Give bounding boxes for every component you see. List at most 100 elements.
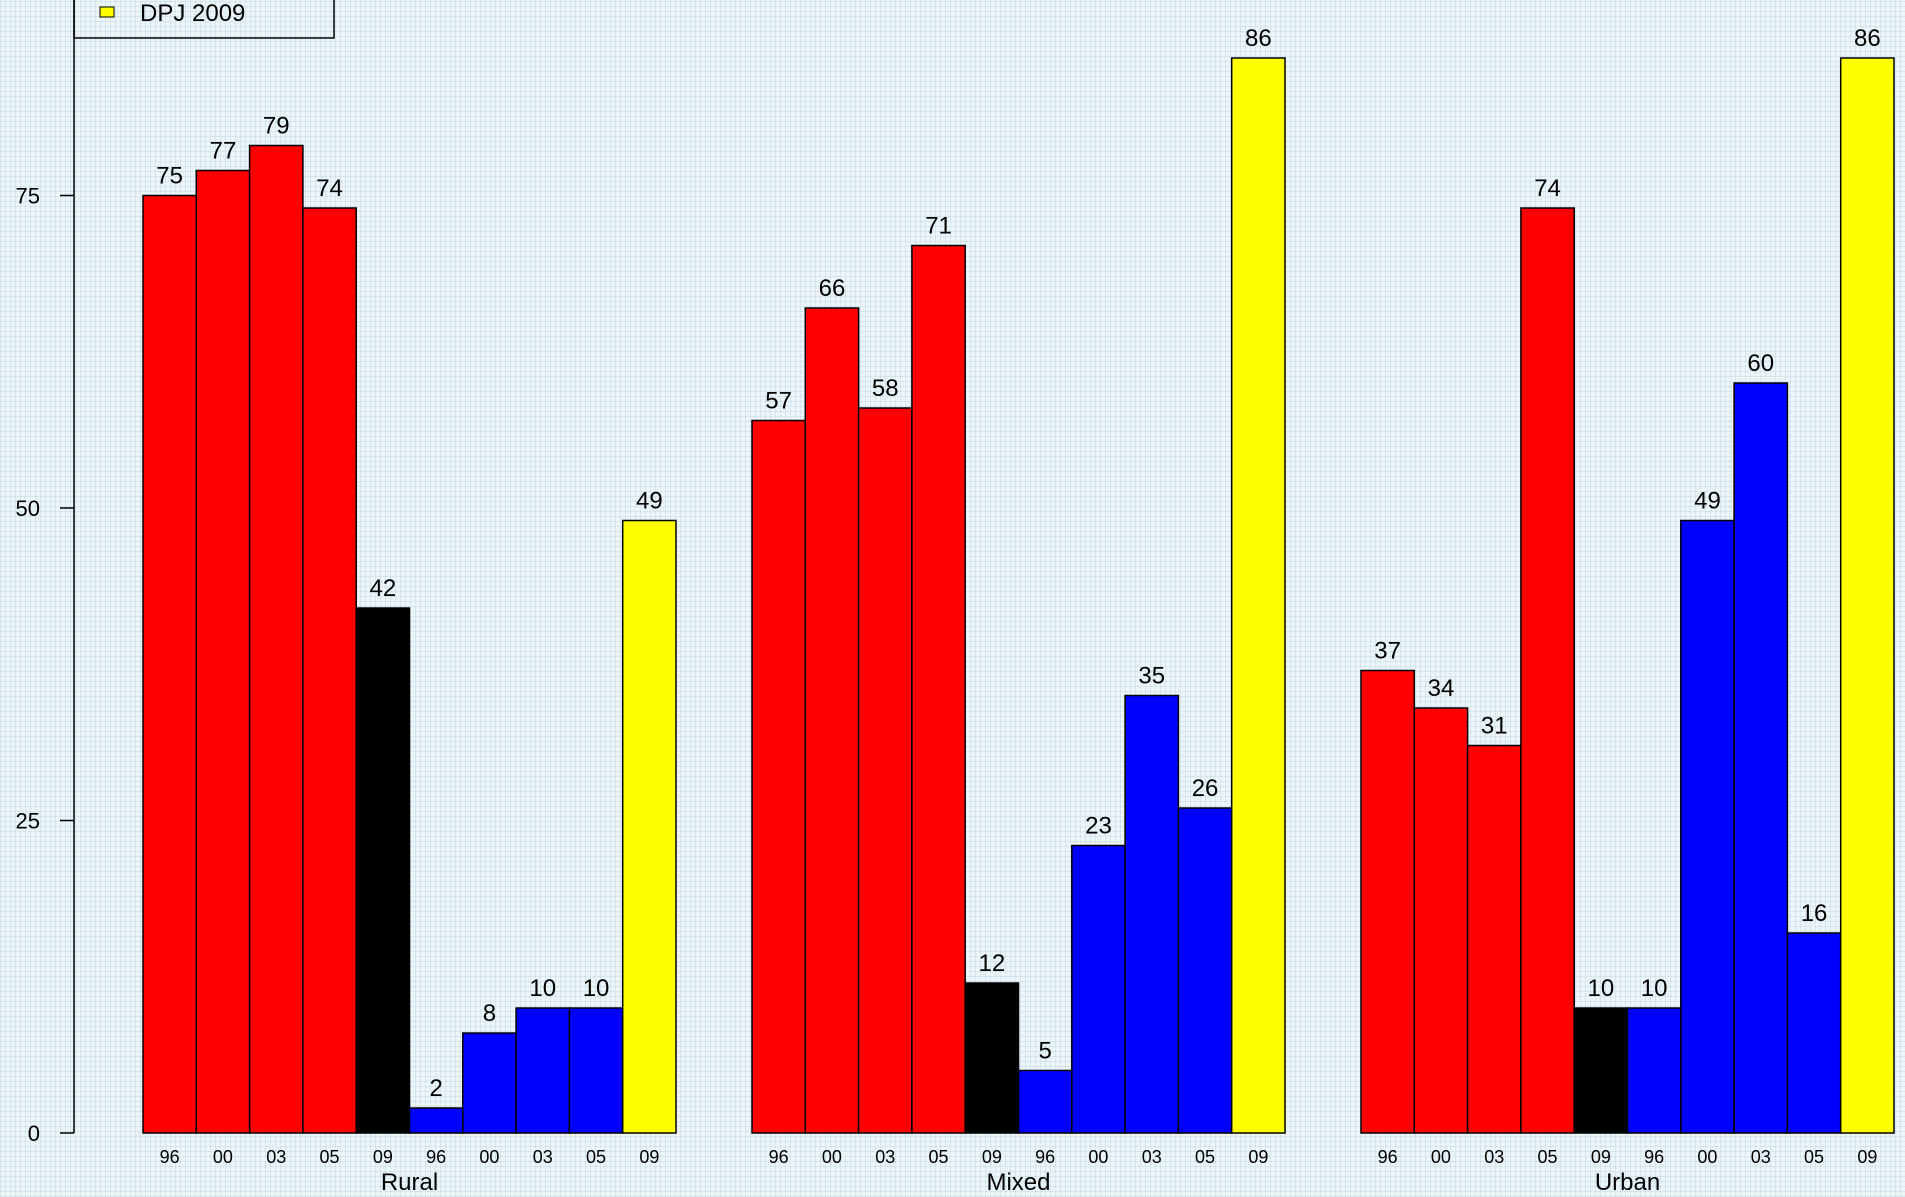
bar-value-label: 5 <box>1038 1038 1051 1065</box>
bar-value-label: 35 <box>1138 663 1165 690</box>
bar <box>1839 57 1895 1134</box>
bar-value-label: 60 <box>1747 350 1774 377</box>
bar <box>1520 207 1575 1134</box>
bar-value-label: 12 <box>978 950 1005 977</box>
bar-category-label: 05 <box>929 1147 949 1167</box>
category-labels: 96 00 03 05 09 96 00 03 05 09 96 00 03 05 09 96 00 03 05 09… <box>160 1147 1878 1167</box>
bar-value-label: 57 <box>765 388 792 415</box>
bar-value-label: 31 <box>1481 713 1508 740</box>
bar-value-label: 37 <box>1374 638 1401 665</box>
y-axis: 0 25 50 75 <box>16 0 75 1146</box>
bar-category-label: 00 <box>1697 1147 1717 1167</box>
bar-category-label: 03 <box>1751 1147 1771 1167</box>
bar-value-label: 8 <box>483 1000 496 1027</box>
bar <box>857 407 913 1134</box>
bar-category-label: 03 <box>1484 1147 1504 1167</box>
bar-value-label: 16 <box>1801 900 1828 927</box>
group-label: Urban <box>1595 1169 1660 1196</box>
bar <box>1230 57 1286 1134</box>
group-label: Mixed <box>986 1169 1050 1196</box>
bar <box>621 519 677 1134</box>
legend: DPJ 2009 <box>73 0 335 39</box>
bar <box>1017 1069 1073 1134</box>
bar <box>1360 669 1416 1134</box>
bar-category-label: 03 <box>533 1147 553 1167</box>
bar-value-label: 86 <box>1854 25 1881 52</box>
group-label: Rural <box>381 1169 438 1196</box>
bar-value-label: 66 <box>819 275 846 302</box>
bar-category-label: 09 <box>639 1147 659 1167</box>
bar-category-label: 05 <box>1195 1147 1215 1167</box>
bar-category-label: 09 <box>1857 1147 1877 1167</box>
bar-category-label: 00 <box>479 1147 499 1167</box>
bar <box>1124 694 1180 1134</box>
bar-value-label: 74 <box>1534 175 1561 202</box>
bar <box>142 194 198 1134</box>
legend-swatch <box>99 6 115 18</box>
bar-value-label: 10 <box>529 975 556 1002</box>
bar-value-label: 26 <box>1192 775 1219 802</box>
legend-box <box>73 0 335 39</box>
bar-category-label: 09 <box>982 1147 1002 1167</box>
bar-category-label: 96 <box>1644 1147 1664 1167</box>
bar <box>1071 844 1126 1134</box>
bar-category-label: 00 <box>1088 1147 1108 1167</box>
bar <box>1466 744 1522 1134</box>
value-labels: 75 77 79 74 42 2 8 10 10 49 57 66 58 71 12 5 23 35 26 86 37 3… <box>156 25 1880 1102</box>
bar-value-label: 77 <box>210 138 237 165</box>
bar <box>302 207 357 1134</box>
bar-category-label: 03 <box>875 1147 895 1167</box>
bar-value-label: 2 <box>429 1075 442 1102</box>
bar-category-label: 00 <box>213 1147 233 1167</box>
bar <box>195 169 251 1134</box>
bar <box>1177 807 1233 1134</box>
bar <box>1573 1007 1629 1134</box>
bar-value-label: 58 <box>872 375 899 402</box>
bar <box>751 419 807 1134</box>
bar-category-label: 96 <box>426 1147 446 1167</box>
bar <box>355 607 411 1134</box>
bar-category-label: 03 <box>266 1147 286 1167</box>
bar <box>408 1107 464 1134</box>
bar-category-label: 96 <box>1035 1147 1055 1167</box>
bar <box>1626 1007 1682 1134</box>
bar-value-label: 34 <box>1428 675 1455 702</box>
bar-category-label: 96 <box>160 1147 180 1167</box>
bar-value-label: 79 <box>263 113 290 140</box>
bar-value-label: 71 <box>925 213 952 240</box>
y-tick-label: 75 <box>16 184 40 209</box>
bar <box>1413 707 1469 1134</box>
bar-category-label: 05 <box>1804 1147 1824 1167</box>
bar-category-label: 05 <box>586 1147 606 1167</box>
bars <box>142 57 1895 1134</box>
bar-value-label: 74 <box>316 175 343 202</box>
bar <box>462 1032 517 1134</box>
bar <box>568 1007 624 1134</box>
bar-value-label: 10 <box>583 975 610 1002</box>
bar <box>964 982 1020 1134</box>
bar-value-label: 49 <box>1694 488 1721 515</box>
bar <box>248 144 304 1134</box>
bar <box>1786 932 1842 1134</box>
bar-category-label: 05 <box>1538 1147 1558 1167</box>
y-tick-label: 25 <box>16 809 40 834</box>
bar-value-label: 10 <box>1641 975 1668 1002</box>
bar <box>515 1007 571 1134</box>
bar-category-label: 00 <box>1431 1147 1451 1167</box>
bar-value-label: 86 <box>1245 25 1272 52</box>
bar-category-label: 03 <box>1142 1147 1162 1167</box>
legend-label: DPJ 2009 <box>140 0 245 27</box>
group-labels: Rural Mixed Urban <box>381 1169 1660 1196</box>
bar-category-label: 09 <box>1591 1147 1611 1167</box>
y-tick-label: 50 <box>16 496 40 521</box>
bar-value-label: 75 <box>156 163 183 190</box>
bar-category-label: 05 <box>320 1147 340 1167</box>
bar-value-label: 42 <box>369 575 396 602</box>
bar-category-label: 09 <box>1248 1147 1268 1167</box>
y-tick-label: 0 <box>28 1121 40 1146</box>
bar <box>1680 519 1735 1134</box>
bar-category-label: 09 <box>373 1147 393 1167</box>
bar <box>804 307 860 1134</box>
bar-category-label: 00 <box>822 1147 842 1167</box>
